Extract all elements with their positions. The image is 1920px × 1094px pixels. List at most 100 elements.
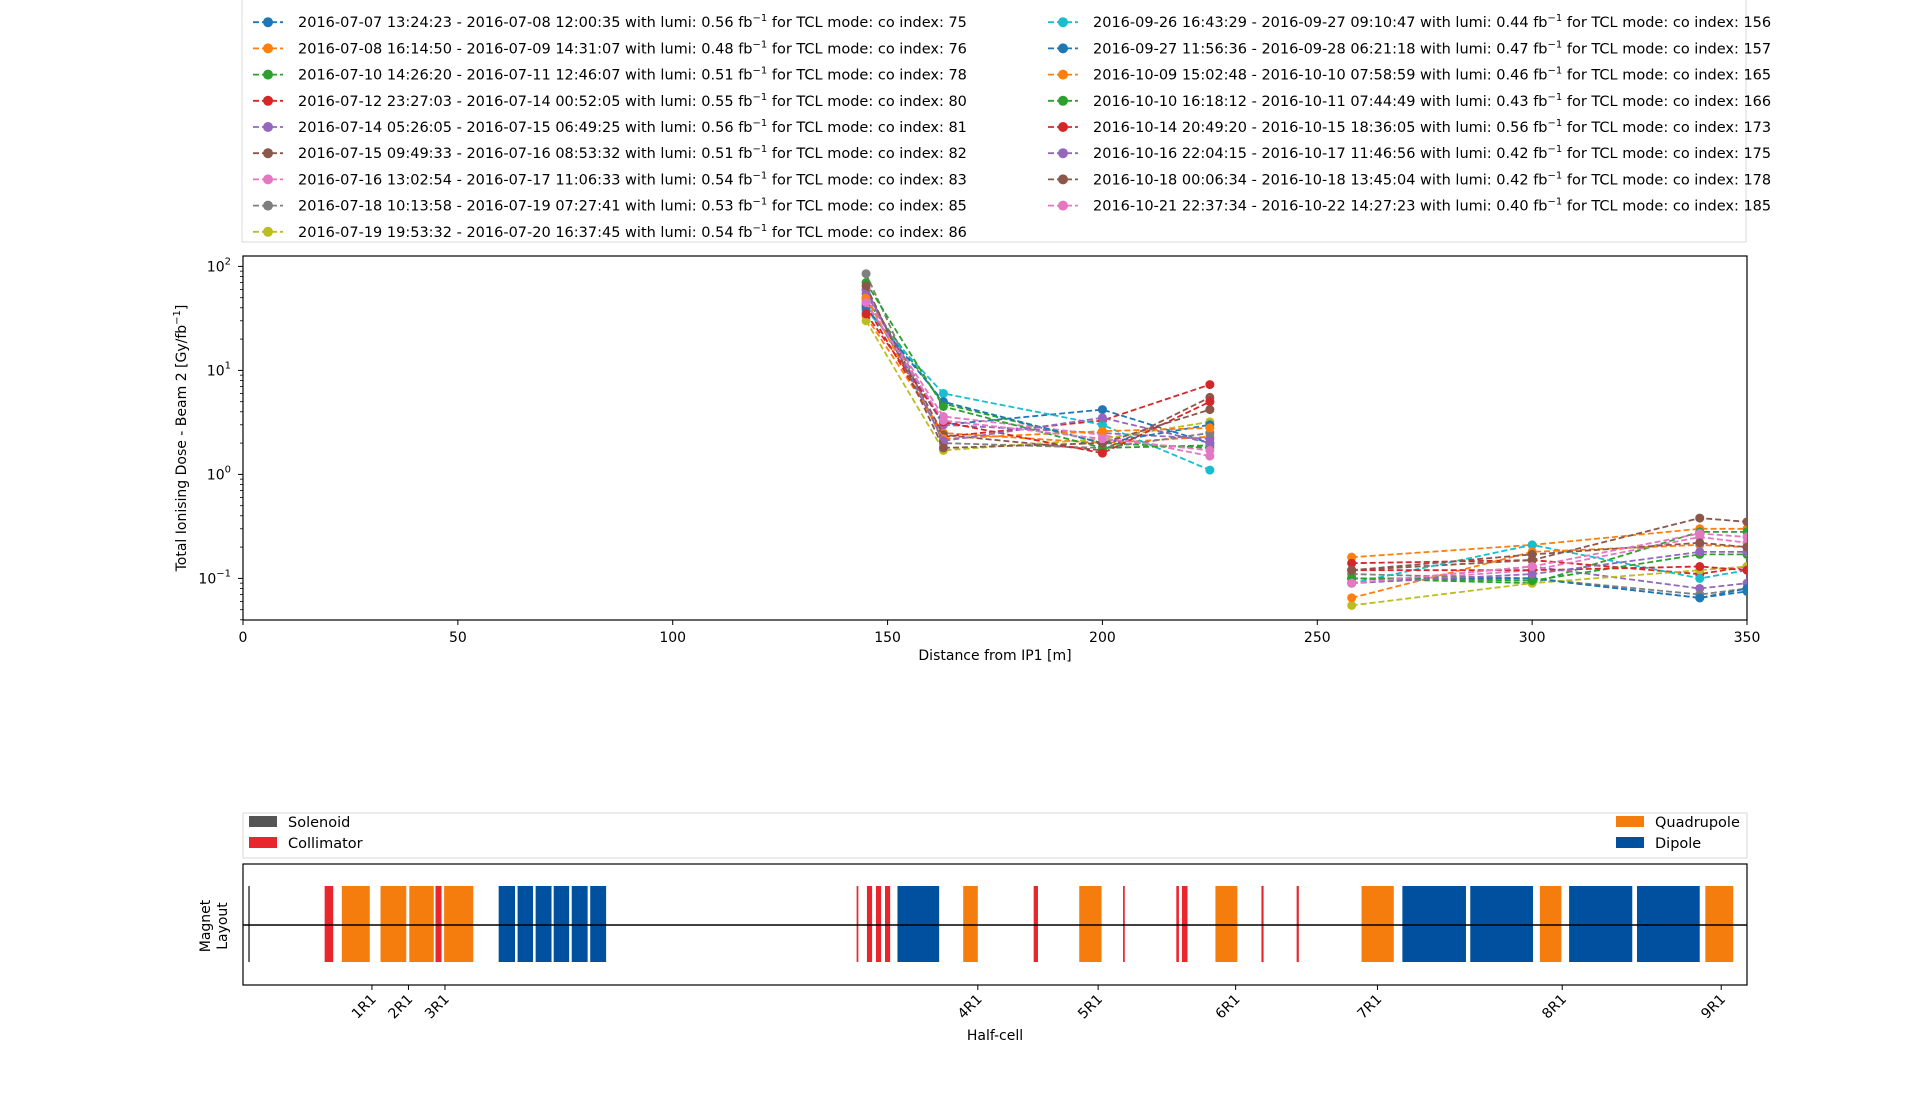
series-line: [1351, 517, 1747, 572]
legend-label-main: 2016-10-21 22:37:34 - 2016-10-22 14:27:2…: [1093, 199, 1548, 215]
magnet-dipole: [517, 886, 534, 962]
legend-label-main: 2016-07-08 16:14:50 - 2016-07-09 14:31:0…: [298, 41, 753, 57]
series-lines: [861, 269, 1747, 610]
data-point: [1742, 542, 1747, 552]
data-point: [1527, 569, 1537, 579]
legend-label-main: 2016-09-27 11:56:36 - 2016-09-28 06:21:1…: [1093, 41, 1548, 57]
data-point: [1097, 434, 1107, 444]
legend-entry: 2016-07-08 16:14:50 - 2016-07-09 14:31:0…: [253, 39, 967, 57]
legend-label: 2016-07-18 10:13:58 - 2016-07-19 07:27:4…: [298, 197, 967, 215]
series-line: [1351, 527, 1747, 559]
legend-label-superscript: −1: [1548, 13, 1563, 24]
data-point: [1347, 578, 1357, 588]
legend-marker: [263, 148, 273, 159]
magnet-dipole: [553, 886, 570, 962]
legend-label-superscript: −1: [753, 197, 768, 208]
series: [861, 288, 1747, 593]
legend-entry: 2016-07-15 09:49:33 - 2016-07-16 08:53:3…: [253, 144, 967, 162]
legend-label-superscript: −1: [753, 39, 768, 50]
data-point: [1205, 423, 1215, 433]
legend-label-main: 2016-07-19 19:53:32 - 2016-07-20 16:37:4…: [298, 225, 753, 241]
data-point: [1097, 448, 1107, 458]
x-tick-label: 300: [1519, 630, 1546, 646]
data-point: [1205, 397, 1215, 407]
legend-label-suffix: for TCL mode: co index: 185: [1562, 199, 1771, 215]
legend-label: 2016-07-16 13:02:54 - 2016-07-17 11:06:3…: [298, 170, 967, 188]
magnet-dipole: [897, 886, 940, 962]
legend-marker: [263, 174, 273, 185]
magnet-dipole: [571, 886, 588, 962]
half-cell-tick-label: 3R1: [422, 992, 453, 1023]
legend-entry: 2016-07-12 23:27:03 - 2016-07-14 00:52:0…: [253, 92, 967, 110]
y-tick-mantissa: 10: [207, 363, 225, 379]
dose-plot-frame: [242, 255, 1748, 621]
legend-label-main: 2016-10-09 15:02:48 - 2016-10-10 07:58:5…: [1093, 68, 1548, 84]
magnet-y-label: MagnetLayout: [198, 899, 231, 952]
legend-label-suffix: for TCL mode: co index: 175: [1562, 146, 1771, 162]
legend-entry: 2016-07-16 13:02:54 - 2016-07-17 11:06:3…: [253, 170, 967, 188]
legend-label-main: 2016-07-16 13:02:54 - 2016-07-17 11:06:3…: [298, 172, 753, 188]
series: [861, 295, 1747, 588]
x-tick-label: 0: [239, 630, 248, 646]
series-line: [865, 273, 1211, 449]
y-tick-label: 100: [207, 464, 231, 483]
y-tick-exponent: 0: [225, 464, 231, 475]
magnet-y-label-line2: Layout: [215, 902, 231, 950]
magnet-dipole: [1470, 886, 1534, 962]
magnet-collimator: [435, 886, 442, 962]
legend-label-main: 2016-10-14 20:49:20 - 2016-10-15 18:36:0…: [1093, 120, 1548, 136]
series-legend-box: [241, 0, 1747, 243]
magnet-quadrupole: [444, 886, 474, 962]
magnet-quadrupole: [1705, 886, 1734, 962]
legend-label: 2016-07-19 19:53:32 - 2016-07-20 16:37:4…: [298, 223, 967, 241]
half-cell-tick-label: 7R1: [1354, 992, 1385, 1023]
legend-label-main: 2016-07-15 09:49:33 - 2016-07-16 08:53:3…: [298, 146, 753, 162]
data-point: [1347, 565, 1357, 575]
legend-label: 2016-07-10 14:26:20 - 2016-07-11 12:46:0…: [298, 66, 967, 84]
legend-label: 2016-10-09 15:02:48 - 2016-10-10 07:58:5…: [1093, 66, 1771, 84]
magnet-collimator: [1033, 886, 1038, 962]
data-point: [861, 269, 871, 279]
magnet-solenoid: [248, 886, 250, 962]
legend-label-superscript: −1: [753, 223, 768, 234]
series-line: [865, 302, 1210, 452]
magnet-dipole: [535, 886, 552, 962]
data-point: [1695, 529, 1705, 539]
series: [861, 284, 1747, 575]
magnet-legend-swatch: [249, 816, 277, 827]
legend-label-main: 2016-07-07 13:24:23 - 2016-07-08 12:00:3…: [298, 15, 753, 31]
legend-label-suffix: for TCL mode: co index: 156: [1562, 15, 1771, 31]
data-point: [1695, 593, 1705, 603]
data-point: [1527, 540, 1537, 550]
magnet-collimator: [875, 886, 882, 962]
legend-marker: [1058, 43, 1068, 54]
data-point: [1695, 513, 1705, 523]
legend-label-superscript: −1: [1548, 197, 1563, 208]
half-cell-tick-label: 6R1: [1213, 992, 1244, 1023]
legend-label: 2016-09-26 16:43:29 - 2016-09-27 09:10:4…: [1093, 13, 1771, 31]
legend-label-main: 2016-07-10 14:26:20 - 2016-07-11 12:46:0…: [298, 68, 753, 84]
legend-label: 2016-09-27 11:56:36 - 2016-09-28 06:21:1…: [1093, 39, 1771, 57]
data-point: [1205, 445, 1215, 455]
data-point: [1527, 549, 1537, 559]
data-point: [861, 281, 871, 291]
magnet-legend-swatch: [1616, 837, 1644, 848]
y-axis-label-main: Total Ionising Dose - Beam 2 [Gy/fb: [174, 325, 190, 573]
data-point: [861, 297, 871, 307]
half-cell-axis-label: Half-cell: [967, 1028, 1023, 1044]
legend-label-suffix: for TCL mode: co index: 165: [1562, 68, 1771, 84]
magnet-dipole: [1636, 886, 1700, 962]
legend-marker: [263, 17, 273, 28]
legend-marker: [1058, 200, 1068, 211]
y-tick-label: 101: [207, 360, 231, 379]
data-point: [1695, 547, 1705, 557]
legend-marker: [1058, 69, 1068, 80]
y-tick-label: 10−1: [198, 568, 231, 587]
magnet-collimator: [856, 886, 859, 962]
legend-entry: 2016-10-09 15:02:48 - 2016-10-10 07:58:5…: [1048, 66, 1771, 84]
series-line: [1351, 551, 1747, 585]
magnet-quadrupole: [1361, 886, 1394, 962]
magnet-legend-label: Quadrupole: [1655, 815, 1740, 831]
legend-label-suffix: for TCL mode: co index: 76: [767, 41, 967, 57]
